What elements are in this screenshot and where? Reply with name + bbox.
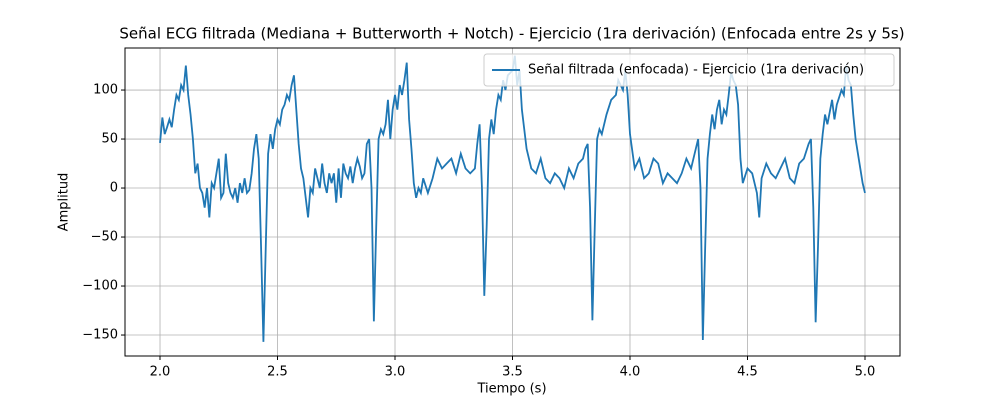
legend-label: Señal filtrada (enfocada) - Ejercicio (1… bbox=[528, 63, 864, 78]
y-tick-label: −100 bbox=[82, 279, 118, 294]
x-tick-label: 4.5 bbox=[737, 365, 758, 380]
x-tick-label: 5.0 bbox=[855, 365, 876, 380]
y-tick-label: 0 bbox=[110, 181, 118, 196]
legend-box bbox=[483, 53, 895, 87]
x-tick-label: 2.5 bbox=[267, 365, 288, 380]
x-tick-label: 3.0 bbox=[385, 365, 406, 380]
plot-frame bbox=[124, 47, 901, 357]
x-tick-label: 4.0 bbox=[620, 365, 641, 380]
chart-title: Señal ECG filtrada (Mediana + Butterwort… bbox=[119, 25, 904, 43]
x-tick-label: 3.5 bbox=[502, 365, 523, 380]
y-tick-label: 50 bbox=[101, 132, 118, 147]
y-tick-label: −150 bbox=[82, 328, 118, 343]
y-tick-label: 100 bbox=[93, 83, 118, 98]
y-tick-label: −50 bbox=[91, 230, 118, 245]
x-axis-label: Tiempo (s) bbox=[476, 382, 546, 397]
y-axis-label: Amplitud bbox=[57, 173, 72, 232]
x-tick-label: 2.0 bbox=[150, 365, 171, 380]
